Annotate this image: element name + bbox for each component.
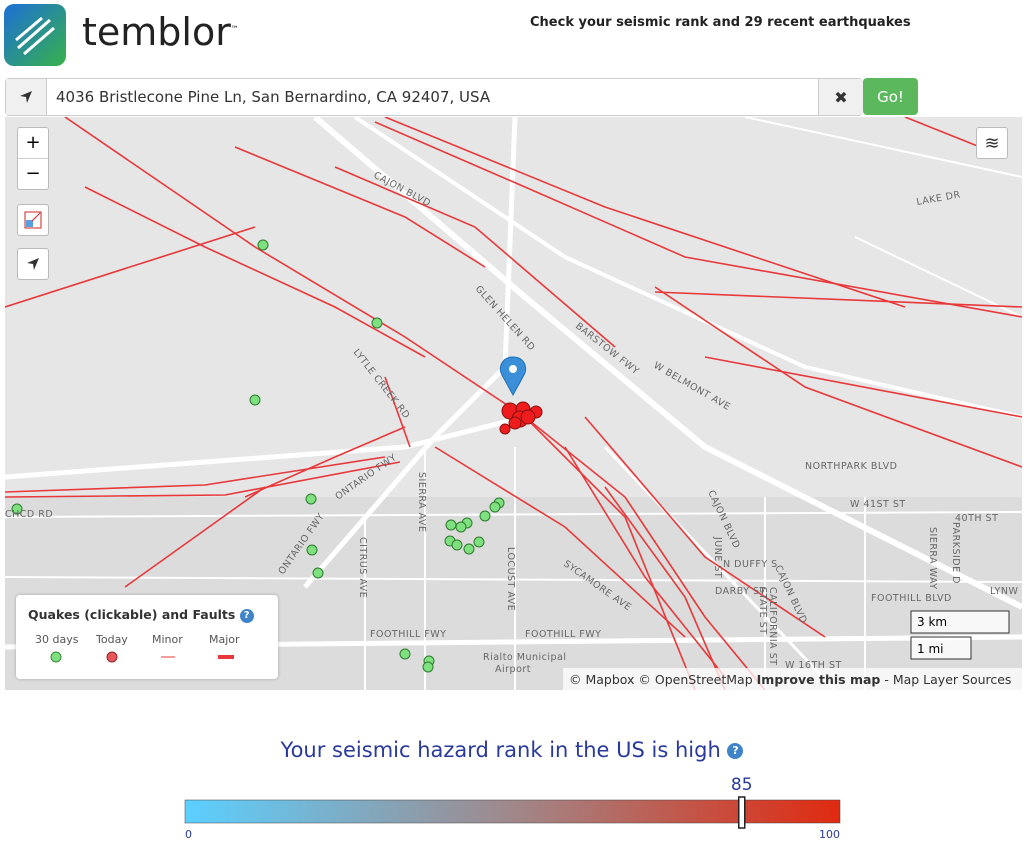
quake-30-days[interactable] [422,661,434,673]
rank-gauge: 0 100 85 [184,775,841,841]
arrow [20,91,32,103]
logo-text[interactable]: temblor™ [82,10,239,54]
quake-30-days[interactable] [371,317,383,329]
fullscreen-icon [24,211,42,229]
faults [5,117,1022,690]
gauge-max: 100 [819,828,840,841]
quake-today[interactable] [520,409,536,425]
street-label: LOCUST AVE [505,547,516,611]
quake-30-days[interactable] [479,510,491,522]
legend-symbols [50,651,234,663]
gauge-bar [184,799,841,824]
legend-today: Today [96,633,128,646]
attribution[interactable]: © Mapbox © OpenStreetMap Improve this ma… [569,672,1011,687]
street-label: Rialto Municipal [483,652,567,663]
street-label: JUNE ST [712,536,723,578]
street-label: FOOTHILL FWY [525,629,601,640]
street-label: CITRUS AVE [357,537,368,598]
fullscreen[interactable] [17,204,49,236]
quake-30-days[interactable] [473,536,485,548]
legend-major: Major [209,633,240,646]
street-label: FOOTHILL BLVD [871,593,952,604]
zoom-in[interactable]: + [18,128,48,159]
layers-button[interactable]: ≋ [976,127,1008,159]
sources-link[interactable]: - Map Layer Sources [884,672,1011,687]
quake-30-days[interactable] [451,539,463,551]
quake-30-days[interactable] [249,394,261,406]
quake-today[interactable] [499,423,511,435]
legend-red [106,651,118,663]
quake-30-days[interactable] [306,544,318,556]
rank-value: 85 [731,775,753,795]
scale-km [910,610,1010,634]
pin[interactable] [499,356,527,397]
rank-marker [738,796,746,829]
search-bar: 4036 Bristlecone Pine Ln, San Bernardino… [5,78,863,116]
quake-30-days[interactable] [445,519,457,531]
scale-mi [910,636,972,660]
trademark: ™ [230,24,239,34]
legend-minor: Minor [152,633,183,646]
street-label: STATE ST [757,587,768,635]
layers: ≋ [976,127,1008,159]
street-label: SIERRA AVE [416,472,427,533]
legend-title: Quakes (clickable) and Faults ? [28,607,254,623]
quake-today[interactable] [508,416,522,430]
go-button[interactable]: Go! [863,78,918,115]
quake-30-days[interactable] [399,648,411,660]
quakes [11,239,543,673]
street-label: W 16TH ST [785,660,842,671]
logo-icon[interactable] [4,4,66,66]
quake-30-days[interactable] [312,567,324,579]
legend-30days: 30 days [35,633,79,646]
attribution-bg [563,668,1022,690]
street-label: DARBY ST [715,586,766,597]
zoom-group: + − [17,127,49,190]
street-label: NORTHPARK BLVD [805,461,898,472]
rank-help[interactable]: ? [727,743,744,759]
street-label: SIERRA WAY [927,527,938,590]
tagline: Check your seismic rank and 29 recent ea… [530,15,911,30]
street-label: Airport [495,664,531,675]
street-label: LYNW [990,586,1018,597]
locate-arrow [27,258,39,270]
scale-km-label: 3 km [917,615,947,629]
map-controls: + − [17,127,49,280]
legend-green [50,651,62,663]
locate-icon[interactable] [6,79,47,115]
quake-30-days[interactable] [455,521,467,533]
street-label: CALIFORNIA ST [767,587,778,666]
legend-title-text: Quakes (clickable) and Faults [28,607,236,622]
quake-30-days[interactable] [257,239,269,251]
street-label: FOOTHILL FWY [370,629,446,640]
address-input[interactable]: 4036 Bristlecone Pine Ln, San Bernardino… [56,88,491,106]
street-label: N DUFFY S [723,559,778,570]
street-label: W 41ST ST [850,499,906,510]
gauge-min: 0 [185,828,192,841]
scale-mi-label: 1 mi [917,642,943,656]
quake-30-days[interactable] [305,493,317,505]
street-label: PARKSIDE D [950,522,961,584]
quake-30-days[interactable] [489,501,501,513]
attribution-text: © Mapbox © OpenStreetMap [569,672,753,687]
zoom-out[interactable]: − [25,163,41,184]
logo-mark [15,16,55,56]
improve-link[interactable]: Improve this map [757,672,881,687]
rank-heading: Your seismic hazard rank in the US is hi… [0,738,1024,762]
legend: Quakes (clickable) and Faults ? 30 days … [16,595,278,679]
locate[interactable] [17,248,49,280]
logo-word: temblor [82,10,231,54]
street-label: CHCD RD [5,509,53,520]
quake-30-days[interactable] [11,503,23,515]
rank-text: Your seismic hazard rank in the US is hi… [280,738,721,762]
clear-button[interactable]: ✖ [818,79,863,115]
legend-help[interactable]: ? [239,608,254,623]
street-label: 40TH ST [955,513,998,524]
quake-30-days[interactable] [463,543,475,555]
